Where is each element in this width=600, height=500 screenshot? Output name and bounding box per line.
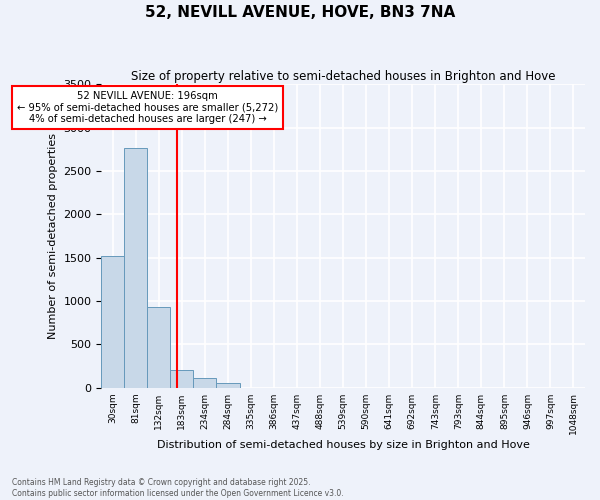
Text: Contains HM Land Registry data © Crown copyright and database right 2025.
Contai: Contains HM Land Registry data © Crown c…	[12, 478, 344, 498]
Bar	[101, 256, 124, 388]
Y-axis label: Number of semi-detached properties: Number of semi-detached properties	[48, 133, 58, 339]
Text: 52 NEVILL AVENUE: 196sqm
← 95% of semi-detached houses are smaller (5,272)
4% of: 52 NEVILL AVENUE: 196sqm ← 95% of semi-d…	[17, 91, 278, 124]
Text: 52, NEVILL AVENUE, HOVE, BN3 7NA: 52, NEVILL AVENUE, HOVE, BN3 7NA	[145, 5, 455, 20]
X-axis label: Distribution of semi-detached houses by size in Brighton and Hove: Distribution of semi-detached houses by …	[157, 440, 530, 450]
Bar	[193, 378, 217, 388]
Bar	[217, 383, 239, 388]
Bar	[148, 307, 170, 388]
Bar	[124, 148, 148, 388]
Bar	[170, 370, 193, 388]
Title: Size of property relative to semi-detached houses in Brighton and Hove: Size of property relative to semi-detach…	[131, 70, 556, 83]
